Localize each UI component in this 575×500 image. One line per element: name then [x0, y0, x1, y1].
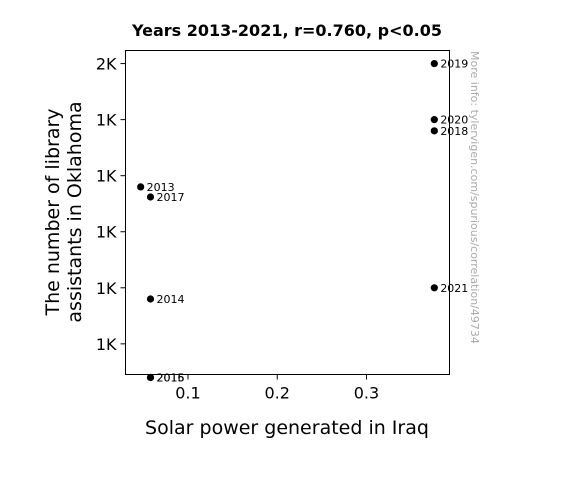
x-tick-label: 0.1	[175, 384, 200, 403]
data-point-2018	[430, 127, 438, 135]
point-label-2015: 2015	[156, 371, 184, 384]
y-axis: 1K 1K 1K 1K 1K 2K	[96, 55, 126, 354]
data-point-2016	[146, 373, 155, 382]
y-tick-label: 1K	[96, 167, 117, 186]
plot-area	[125, 50, 450, 375]
point-label-2016: 2016	[156, 371, 184, 384]
x-axis: 0.1 0.2 0.3	[175, 374, 379, 403]
point-label-2018: 2018	[440, 125, 468, 138]
y-tick-label: 1K	[96, 223, 117, 242]
data-point-2014	[146, 295, 155, 303]
point-label-2020: 2020	[440, 114, 468, 127]
data-point-2013	[137, 183, 145, 191]
x-axis-label: Solar power generated in Iraq	[145, 417, 429, 439]
x-tick-label: 0.3	[354, 384, 379, 403]
data-point-2020	[430, 116, 438, 124]
data-point-2019	[430, 59, 438, 68]
point-label-2014: 2014	[156, 293, 184, 306]
credit-text: More info: tylervigen.com/spurious/corre…	[468, 51, 481, 344]
chart-title: Years 2013-2021, r=0.760, p<0.05	[131, 21, 442, 40]
y-tick-label: 1K	[96, 279, 117, 298]
point-label-2021: 2021	[440, 282, 468, 295]
y-tick-label: 1K	[96, 335, 117, 354]
point-label-2019: 2019	[440, 58, 468, 71]
data-point-2021	[430, 284, 438, 292]
y-tick-label: 2K	[96, 55, 117, 74]
data-point-2017	[146, 193, 155, 201]
y-axis-label-line-1: The number of library	[42, 108, 64, 316]
y-axis-label-line-2: assistants in Oklahoma	[64, 101, 86, 322]
point-label-2017: 2017	[156, 191, 184, 204]
x-tick-label: 0.2	[265, 384, 290, 403]
y-tick-label: 1K	[96, 111, 117, 130]
point-label-2013: 2013	[147, 181, 175, 194]
